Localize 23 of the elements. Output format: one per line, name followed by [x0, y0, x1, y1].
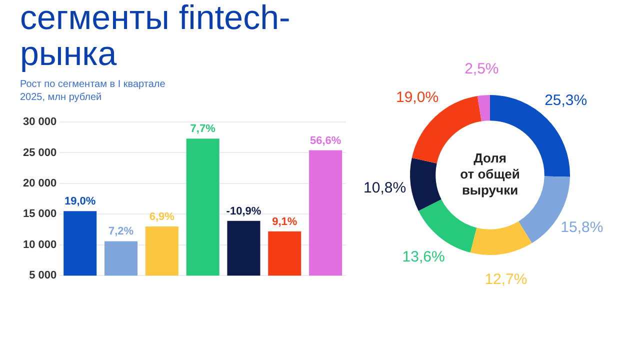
chart-title: сегменты fintech-рынка — [20, 0, 292, 73]
data-label: 15,8% — [560, 218, 604, 236]
y-tick-label: 20 000 — [22, 177, 57, 190]
data-label: 2,5% — [464, 60, 499, 78]
data-label: 19,0% — [396, 89, 439, 106]
y-tick-label: 10 000 — [22, 238, 57, 251]
annotation: 19,0% — [64, 196, 96, 208]
y-tick-label: 15 000 — [22, 208, 57, 220]
chart-subtitle: Рост по сегментам в I квартале 2025, млн рублей — [20, 78, 166, 104]
data-label: 25,3% — [544, 92, 588, 110]
y-tick-label: 25 000 — [22, 146, 57, 159]
data-label: 13,6% — [402, 248, 445, 266]
y-tick-label: 30 000 — [22, 116, 57, 128]
y-tick-label: 5 000 — [29, 270, 57, 282]
text: Доля от общей выручки — [460, 150, 520, 198]
annotation: 6,9% — [149, 210, 175, 223]
annotation: 7,7% — [190, 123, 216, 136]
annotation: 9,1% — [272, 216, 298, 228]
annotation: 56,6% — [310, 134, 342, 147]
annotation: 7,2% — [108, 226, 134, 238]
data-label: 12,7% — [484, 270, 528, 288]
data-label: 10,8% — [364, 179, 406, 196]
annotation: -10,9% — [226, 205, 262, 218]
